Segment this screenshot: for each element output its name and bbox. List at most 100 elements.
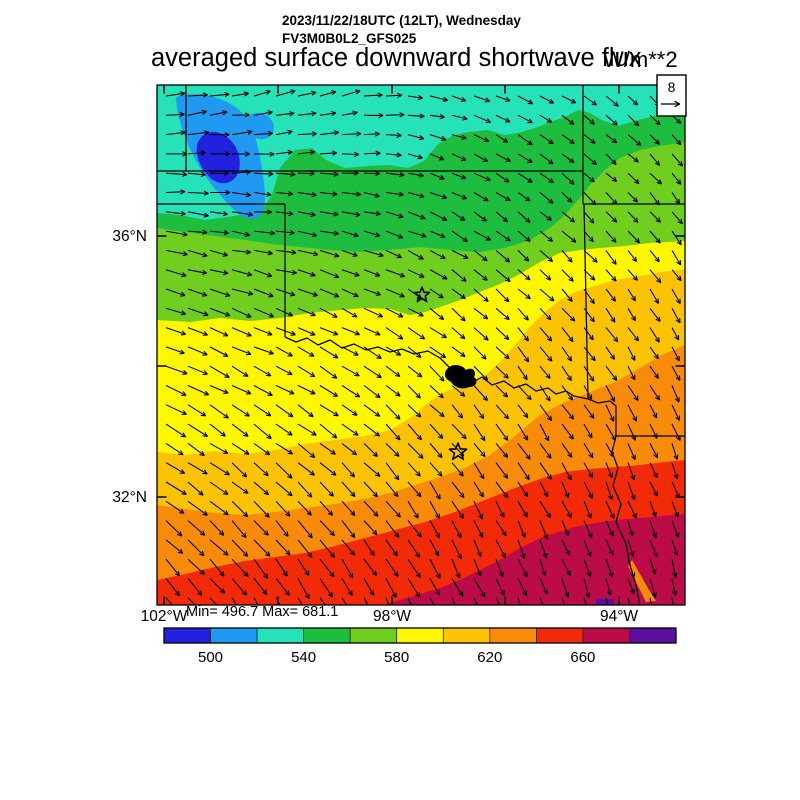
wind-arrow [363,150,381,156]
wind-arrow [517,114,533,124]
wind-arrow [649,114,661,126]
wind-arrow [319,558,335,578]
wind-arrow [187,190,209,196]
wind-arrow [605,134,618,144]
colorbar-segment [303,627,351,644]
wind-arrow [583,153,597,166]
wind-arrow [649,539,658,558]
city-star-icon [413,286,431,303]
colorbar-segment [536,627,584,644]
wind-arrow [605,423,617,441]
wind-arrow [473,95,491,103]
wind-arrow [429,539,440,557]
wind-arrow [209,539,229,556]
wind-arrow [187,229,208,235]
wind-arrow [517,192,531,202]
wind-arrow [473,192,489,202]
wind-arrow [385,191,404,197]
wind-arrow [583,423,593,439]
wind-arrow [297,500,312,516]
wind-arrow [495,385,509,398]
wind-arrow [253,442,271,456]
wind-arrow [517,172,533,183]
wind-arrow [429,481,441,500]
wind-arrow [363,481,379,498]
wind-arrow [627,346,636,361]
wind-arrow [539,114,553,123]
wind-arrow [341,269,360,277]
wind-arrow [407,153,423,160]
wind-arrow [583,114,595,125]
wind-arrow [605,95,619,107]
wind-arrow [429,95,449,102]
wind-reference-box-frame [656,74,687,117]
wind-arrow [583,192,597,206]
wind-arrow [253,171,274,177]
wind-arrow [297,365,316,378]
wind-arrow [297,327,316,336]
wind-arrow [583,211,595,224]
wind-arrow [275,578,290,596]
wind-arrow [473,307,489,320]
wind-arrow [253,423,272,440]
colorbar-segment [163,627,211,644]
wind-arrow [451,365,468,381]
wind-arrow [649,462,658,479]
wind-arrow [517,288,531,300]
wind-arrow [627,230,641,244]
wind-arrow [649,481,658,497]
wind-arrow [187,404,207,417]
wind-arrow [385,152,402,158]
wind-arrow [429,327,447,339]
wind-arrow [539,578,548,595]
wind-arrow [407,172,424,178]
wind-arrow [165,500,185,514]
wind-arrow [583,346,596,362]
wind-arrow [209,249,229,257]
wind-arrow [297,230,318,238]
wind-arrow [495,250,511,263]
wind-arrow [187,578,203,596]
minmax-stats-label: Min= 496.7 Max= 681.1 [186,604,338,620]
wind-arrow [187,500,208,516]
wind-arrow [495,269,511,283]
wind-arrow [517,153,533,164]
wind-arrow [451,481,465,499]
wind-arrow [187,249,208,258]
wind-arrow [363,346,382,360]
wind-arrow [319,327,339,336]
wind-arrow [517,443,531,460]
wind-arrow [473,385,489,402]
wind-arrow [319,500,334,516]
wind-arrow [407,327,426,340]
wind-arrow [473,462,485,480]
wind-arrow [583,443,594,459]
wind-arrow [253,209,272,215]
wind-arrow [297,346,315,357]
wind-arrow [319,211,339,217]
colorbar-segment [349,627,398,644]
wind-arrow [407,423,423,441]
wind-arrow [385,92,403,99]
wind-arrow [671,134,682,146]
wind-arrow [341,481,356,498]
wind-arrow [209,151,231,157]
wind-arrow [187,327,208,336]
wind-arrow [429,230,446,239]
wind-arrow [363,249,384,258]
wind-arrow [341,539,356,556]
colorbar-segment [256,627,304,644]
lake-shape [444,364,477,389]
wind-arrow [539,423,550,442]
wind-arrow [275,520,289,537]
wind-arrow [319,539,336,558]
wind-arrow [605,269,617,282]
wind-arrow [341,89,361,97]
wind-arrow [407,481,422,498]
wind-reference-arrow-icon [661,100,681,108]
wind-arrow [583,597,587,605]
wind-arrow [297,597,303,605]
wind-arrow [319,385,339,398]
wind-arrow [363,558,377,576]
wind-arrow [605,211,618,223]
